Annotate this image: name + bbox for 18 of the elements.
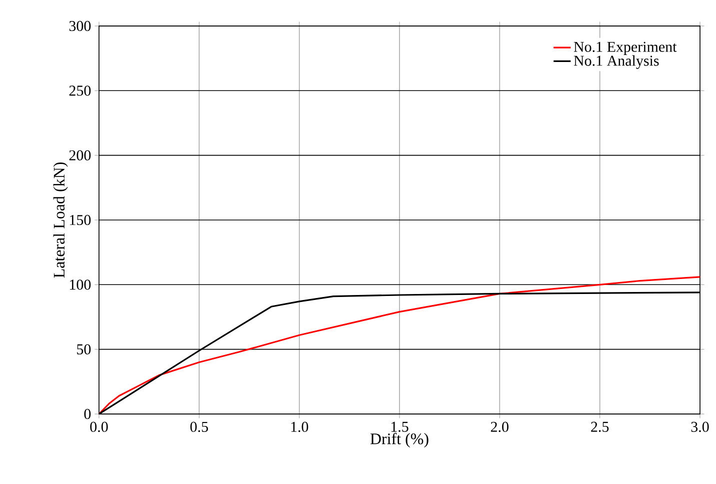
y-tick-label: 0 [84, 408, 91, 420]
x-tick-label: 0.0 [90, 422, 108, 432]
y-tick-label: 250 [69, 86, 91, 96]
y-tick-label: 200 [69, 150, 91, 160]
x-tick-label: 1.5 [391, 422, 408, 432]
legend-label: No.1 Analysis [574, 55, 659, 69]
x-tick-label: 0.5 [190, 422, 208, 432]
y-tick-label: 300 [69, 20, 91, 32]
x-axis-title: Drift (%) [370, 432, 428, 448]
y-tick-label: 50 [77, 344, 91, 354]
legend-label: No.1 Experiment [574, 42, 677, 55]
y-axis-title: Lateral Load (kN) [53, 162, 68, 278]
x-tick-label: 2.0 [490, 422, 508, 432]
x-tick-label: 2.5 [591, 422, 609, 432]
y-tick-label: 150 [70, 214, 91, 226]
x-tick-label: 3.0 [691, 422, 709, 432]
x-tick-label: 1.0 [291, 422, 308, 432]
y-tick-label: 100 [70, 280, 91, 290]
